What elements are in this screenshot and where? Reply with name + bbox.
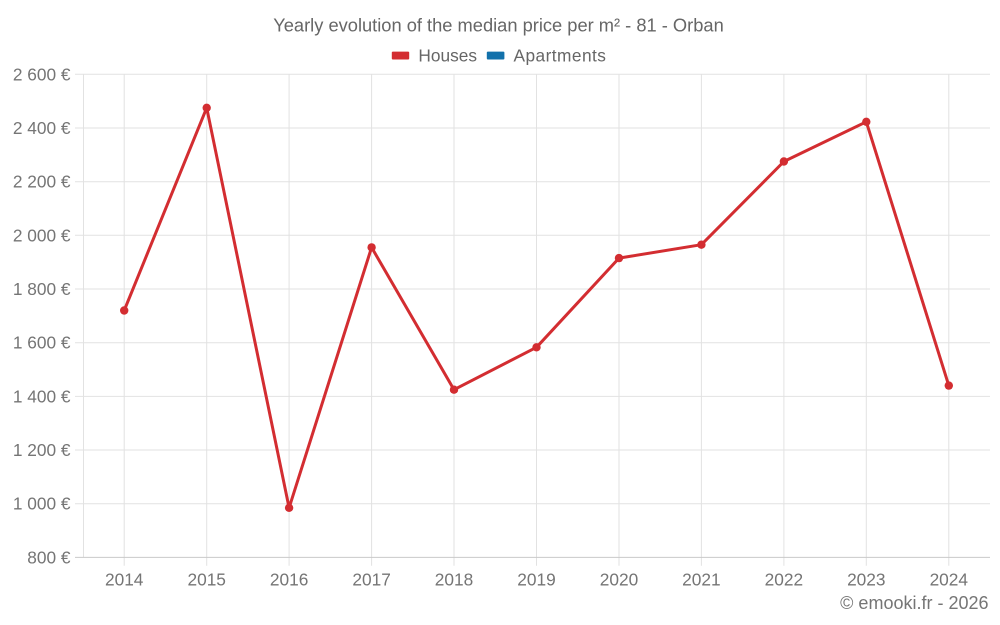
svg-text:1 600 €: 1 600 € <box>13 333 71 353</box>
svg-text:2022: 2022 <box>765 570 803 590</box>
svg-text:2 400 €: 2 400 € <box>13 118 71 138</box>
svg-text:1 200 €: 1 200 € <box>13 440 71 460</box>
svg-text:2020: 2020 <box>600 570 638 590</box>
svg-text:800 €: 800 € <box>27 547 71 567</box>
svg-text:© emooki.fr - 2026: © emooki.fr - 2026 <box>840 593 988 613</box>
svg-text:Apartments: Apartments <box>514 46 607 66</box>
svg-text:2019: 2019 <box>517 570 555 590</box>
svg-text:2023: 2023 <box>847 570 885 590</box>
svg-text:1 400 €: 1 400 € <box>13 386 71 406</box>
svg-text:2018: 2018 <box>435 570 473 590</box>
svg-text:1 000 €: 1 000 € <box>13 494 71 514</box>
svg-text:Yearly evolution of the median: Yearly evolution of the median price per… <box>273 15 724 36</box>
svg-text:2021: 2021 <box>682 570 720 590</box>
svg-text:2 600 €: 2 600 € <box>13 64 71 84</box>
svg-text:2015: 2015 <box>187 570 225 590</box>
svg-text:2017: 2017 <box>352 570 390 590</box>
svg-text:2024: 2024 <box>930 570 969 590</box>
svg-text:2016: 2016 <box>270 570 308 590</box>
svg-text:2 000 €: 2 000 € <box>13 225 71 245</box>
svg-text:2014: 2014 <box>105 570 144 590</box>
svg-text:2 200 €: 2 200 € <box>13 172 71 192</box>
svg-text:1 800 €: 1 800 € <box>13 279 71 299</box>
svg-text:Houses: Houses <box>418 46 477 66</box>
